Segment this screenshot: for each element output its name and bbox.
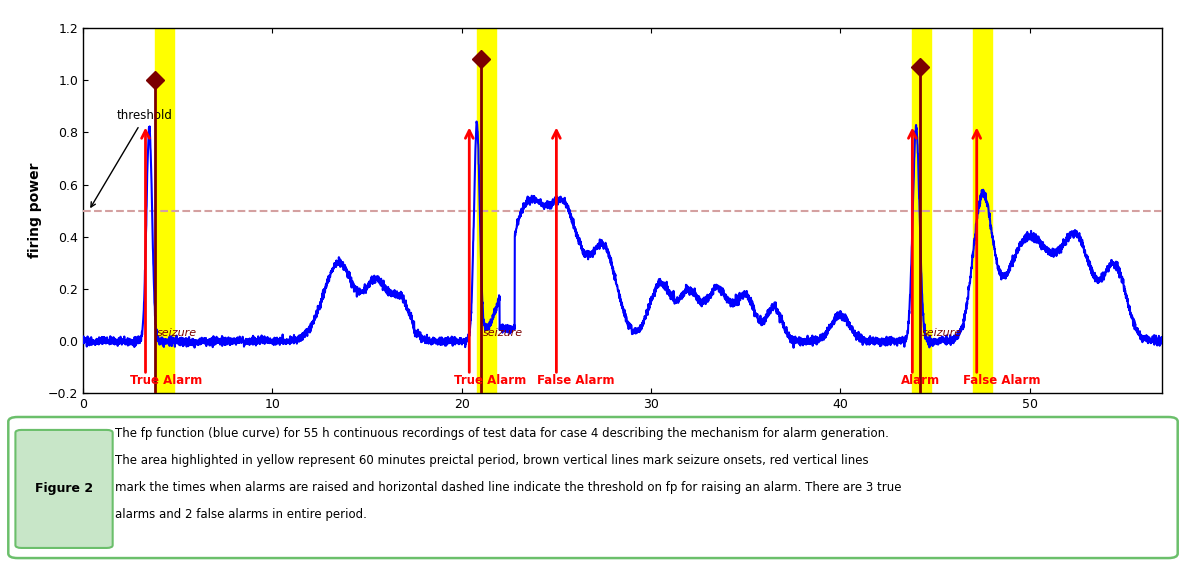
Bar — [155, 28, 174, 393]
Text: The fp function (blue curve) for 55 h continuous recordings of test data for cas: The fp function (blue curve) for 55 h co… — [115, 427, 890, 440]
Y-axis label: firing power: firing power — [28, 163, 43, 259]
Text: seizure: seizure — [922, 328, 962, 338]
Text: False Alarm: False Alarm — [963, 374, 1041, 387]
Bar — [912, 28, 931, 393]
Text: The area highlighted in yellow represent 60 minutes preictal period, brown verti: The area highlighted in yellow represent… — [115, 454, 868, 467]
X-axis label: time(hr): time(hr) — [587, 417, 658, 432]
Text: alarms and 2 false alarms in entire period.: alarms and 2 false alarms in entire peri… — [115, 508, 366, 521]
Text: True Alarm: True Alarm — [454, 374, 527, 387]
Text: True Alarm: True Alarm — [130, 374, 203, 387]
Bar — [477, 28, 496, 393]
Text: seizure: seizure — [483, 328, 523, 338]
Bar — [973, 28, 991, 393]
Text: seizure: seizure — [157, 328, 197, 338]
Text: threshold: threshold — [91, 110, 173, 207]
Text: mark the times when alarms are raised and horizontal dashed line indicate the th: mark the times when alarms are raised an… — [115, 481, 901, 494]
Text: Alarm: Alarm — [901, 374, 940, 387]
Text: Figure 2: Figure 2 — [34, 482, 94, 496]
Text: False Alarm: False Alarm — [537, 374, 616, 387]
